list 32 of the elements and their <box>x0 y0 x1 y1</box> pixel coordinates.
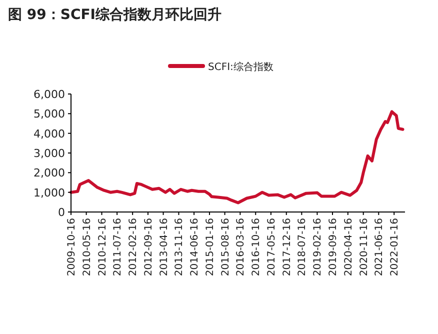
x-tick-label: 2014-06-16 <box>190 218 201 276</box>
line-series <box>70 110 404 204</box>
x-tick-label: 2015-08-16 <box>220 218 232 276</box>
x-tick-label: 2012-09-16 <box>143 218 154 276</box>
x-tick-label: 2013-04-16 <box>158 218 170 276</box>
x-tick-label: 2020-11-16 <box>358 218 370 276</box>
x-tick-label: 2017-12-16 <box>282 218 293 276</box>
legend-label: SCFI:综合指数 <box>208 61 274 73</box>
x-tick-label: 2022-01-16 <box>390 218 401 276</box>
y-tick-label: 0 <box>58 206 65 219</box>
x-tick-label: 2017-05-16 <box>266 218 278 276</box>
y-tick-label: 2,000 <box>34 166 65 180</box>
y-tick-label: 1,000 <box>34 186 65 200</box>
x-tick-label: 2011-07-16 <box>112 218 124 276</box>
x-tick-label: 2020-04-16 <box>343 218 354 276</box>
y-tick-label: 4,000 <box>34 127 65 140</box>
x-tick-label: 2009-10-16 <box>66 218 78 276</box>
chart-title: 图 99：SCFI综合指数月环比回升 <box>8 6 222 23</box>
y-tick-label: 6,000 <box>34 88 65 101</box>
x-tick-label: 2015-01-16 <box>204 218 216 276</box>
y-tick-label: 5,000 <box>34 108 65 121</box>
x-tick-label: 2019-09-16 <box>328 218 340 276</box>
x-tick-label: 2018-07-16 <box>297 218 308 276</box>
x-tick-label: 2012-02-16 <box>128 218 140 276</box>
x-tick-label: 2016-10-16 <box>251 218 262 276</box>
x-tick-label: 2016-03-16 <box>236 218 247 276</box>
x-tick-label: 2010-12-16 <box>97 218 108 276</box>
x-tick-label: 2019-02-16 <box>312 218 324 276</box>
y-tick-label: 3,000 <box>34 147 65 160</box>
x-tick-label: 2013-11-16 <box>174 218 186 276</box>
x-tick-label: 2021-06-16 <box>374 218 386 276</box>
x-tick-label: 2010-05-16 <box>82 218 93 276</box>
